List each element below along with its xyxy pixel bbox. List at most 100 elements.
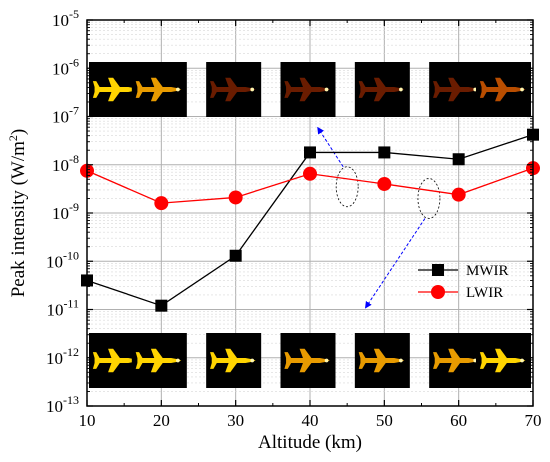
x-tick-label: 30 [227, 411, 244, 430]
y-tick-label: 10-10 [46, 248, 79, 271]
aircraft-tail [210, 363, 217, 369]
aircraft-nose-hotspot [520, 358, 524, 363]
aircraft-wing [150, 348, 163, 358]
aircraft-tail [433, 352, 440, 358]
legend: MWIR LWIR [418, 263, 509, 301]
data-point-mwir [155, 299, 168, 312]
lwir-image [131, 333, 187, 388]
aircraft-wing [299, 348, 312, 358]
aircraft-wing [373, 77, 386, 87]
aircraft-body [481, 86, 526, 93]
aircraft-tail [92, 352, 100, 358]
y-axis-title-base: Peak intensity (W/m [8, 141, 29, 297]
y-tick-label: 10-5 [52, 7, 79, 30]
aircraft-tail [479, 81, 487, 87]
aircraft-nose-hotspot [520, 87, 524, 92]
data-point-mwir [304, 146, 316, 159]
aircraft-tail [135, 81, 143, 87]
mwir-image [429, 62, 485, 117]
aircraft-nose-hotspot [176, 87, 180, 92]
lwir-image [476, 333, 531, 388]
aircraft-wing [448, 92, 461, 102]
aircraft-tail [92, 363, 100, 369]
mwir-image [206, 62, 262, 117]
y-axis-title: Peak intensity (W/m2) [6, 129, 29, 298]
mwir-image [354, 62, 410, 117]
aircraft-wing [225, 348, 238, 358]
mwir-image [476, 62, 531, 117]
legend-marker-lwir [431, 285, 445, 299]
aircraft-body [360, 86, 405, 93]
legend-marker-mwir [432, 264, 444, 276]
y-tick-label: 10-8 [52, 152, 79, 175]
aircraft-wing [108, 77, 120, 87]
aircraft-body [360, 357, 405, 364]
annotations [317, 126, 441, 309]
aircraft-tail [479, 363, 487, 369]
aircraft-wing [373, 363, 386, 373]
aircraft-nose-hotspot [399, 87, 403, 92]
aircraft-nose-hotspot [324, 87, 329, 92]
data-point-lwir [451, 187, 466, 202]
aircraft-tail [92, 81, 100, 87]
aircraft-tail [433, 363, 440, 369]
aircraft-tail [210, 81, 217, 87]
data-point-lwir [228, 190, 243, 205]
aircraft-wing [225, 363, 238, 373]
y-axis-title-tail: ) [8, 129, 29, 135]
lwir-image [429, 333, 485, 388]
aircraft-body [94, 357, 139, 364]
aircraft-body [434, 86, 479, 93]
aircraft-tail [135, 363, 143, 369]
aircraft-nose-hotspot [324, 358, 329, 363]
legend-label-lwir: LWIR [466, 285, 503, 301]
data-point-mwir [378, 146, 391, 159]
aircraft-wing [495, 92, 507, 102]
aircraft-tail [135, 92, 143, 98]
aircraft-body [434, 357, 479, 364]
y-tick-label: 10-12 [46, 345, 79, 368]
aircraft-tail [92, 92, 100, 98]
aircraft-body [94, 86, 139, 93]
aircraft-wing [495, 348, 507, 358]
aircraft-wing [373, 348, 386, 358]
aircraft-body [137, 86, 182, 93]
data-point-lwir [377, 176, 392, 191]
aircraft-tail [358, 81, 366, 87]
aircraft-wing [373, 92, 386, 102]
aircraft-tail [479, 92, 487, 98]
x-tick-label: 40 [302, 411, 319, 430]
aircraft-body [286, 357, 330, 364]
y-tick-label: 10-7 [52, 104, 79, 127]
y-tick-label: 10-11 [46, 297, 79, 320]
x-tick-label: 50 [376, 411, 393, 430]
aircraft-nose-hotspot [176, 358, 180, 363]
aircraft-nose-hotspot [399, 358, 403, 363]
aircraft-body [137, 357, 182, 364]
data-point-lwir [303, 166, 317, 181]
aircraft-wing [299, 363, 312, 373]
aircraft-wing [225, 92, 238, 102]
aircraft-tail [433, 81, 440, 87]
aircraft-wing [495, 77, 507, 87]
aircraft-wing [495, 363, 507, 373]
data-point-mwir [452, 153, 465, 166]
lwir-callout-arrow [364, 218, 426, 309]
aircraft-wing [108, 92, 120, 102]
aircraft-wing [150, 92, 163, 102]
aircraft-wing [299, 92, 312, 102]
data-point-lwir [154, 196, 169, 211]
aircraft-body [481, 357, 526, 364]
aircraft-tail [479, 352, 487, 358]
aircraft-body [286, 86, 330, 93]
mwir-callout-arrow [317, 126, 344, 168]
axis-ticks: 10 20 30 40 50 60 70 10-13 10-12 10-11 10-10 10-9 10… [46, 7, 542, 430]
aircraft-wing [108, 363, 120, 373]
aircraft-wing [150, 77, 163, 87]
y-axis-title-superscript: 2 [6, 135, 20, 141]
mwir-image [131, 62, 187, 117]
aircraft-wing [448, 348, 461, 358]
aircraft-nose-hotspot [250, 87, 255, 92]
y-tick-label: 10-9 [52, 200, 79, 223]
